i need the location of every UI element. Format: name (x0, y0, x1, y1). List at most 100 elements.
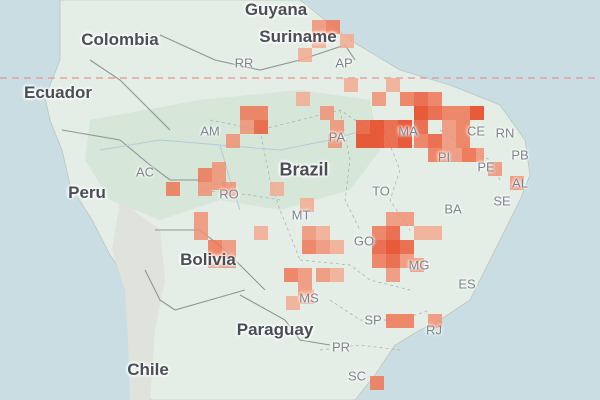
heatmap-cell (198, 168, 212, 182)
heatmap-cell (222, 254, 236, 268)
state-label-ap: AP (335, 55, 353, 71)
heatmap-cell (194, 212, 208, 226)
heatmap-cell (414, 120, 428, 134)
heatmap-cell (208, 240, 222, 254)
country-label-guyana: Guyana (244, 0, 308, 19)
heatmap-cell (386, 226, 400, 240)
heatmap-cell (254, 226, 268, 240)
state-label-pe: PE (477, 159, 495, 175)
andes-relief (112, 200, 165, 400)
heatmap-cell (442, 148, 456, 162)
state-label-sp: SP (364, 312, 382, 328)
heatmap-cell (356, 120, 370, 134)
heatmap-cell (428, 134, 442, 148)
heatmap-cell (330, 240, 344, 254)
heatmap-cell (428, 92, 442, 106)
state-label-rn: RN (495, 125, 515, 141)
state-label-go: GO (353, 233, 375, 249)
state-label-ma: MA (398, 123, 418, 139)
heatmap-cell (386, 212, 400, 226)
heatmap-cell (316, 268, 330, 282)
heatmap-cell (442, 120, 456, 134)
country-label-bolivia: Bolivia (180, 250, 236, 269)
heatmap-cell (298, 268, 312, 282)
heatmap-cell (254, 106, 268, 120)
heatmap-cell (386, 314, 400, 328)
state-label-ce: CE (466, 123, 486, 139)
heatmap-cell (226, 134, 240, 148)
heatmap-cell (386, 240, 400, 254)
heatmap-cell (410, 258, 424, 272)
heatmap-cell (240, 120, 254, 134)
heatmap-cell (488, 162, 502, 176)
heatmap-cell (270, 182, 284, 196)
heatmap-cell (370, 376, 384, 390)
state-label-mt: MT (291, 207, 311, 223)
heatmap-cell (208, 254, 222, 268)
heatmap-cell (330, 268, 344, 282)
heatmap-cell (414, 106, 428, 120)
country-label-suriname: Suriname (259, 27, 337, 46)
state-label-pa: PA (328, 129, 346, 145)
heatmap-cell (400, 314, 414, 328)
heatmap-cell (414, 92, 428, 106)
heatmap-cell (428, 106, 442, 120)
heatmap-cell (428, 314, 442, 328)
heatmap-cell (312, 34, 326, 48)
heatmap-cell (316, 240, 330, 254)
heatmap-cell (372, 254, 386, 268)
heatmap-cell (442, 106, 456, 120)
state-label-am: AM (200, 123, 220, 139)
country-label-peru: Peru (68, 183, 106, 202)
heatmap-cell (194, 226, 208, 240)
heatmap-cell (166, 182, 180, 196)
state-label-pb: PB (511, 147, 529, 163)
state-label-sc: SC (347, 368, 367, 384)
heatmap-cell (356, 134, 370, 148)
heatmap-cell (386, 254, 400, 268)
state-label-mg: MG (408, 257, 430, 273)
heatmap-cell (326, 20, 340, 34)
heatmap-cell (340, 34, 354, 48)
heatmap-cell (372, 226, 386, 240)
heatmap-cell (300, 290, 314, 304)
heatmap-cell (462, 148, 476, 162)
state-label-rr: RR (234, 55, 254, 71)
heatmap-cell (372, 240, 386, 254)
heatmap-cell (316, 226, 330, 240)
heatmap-cell (414, 226, 428, 240)
heatmap-cell (222, 240, 236, 254)
heatmap-layer (166, 20, 524, 390)
heatmap-cell (400, 92, 414, 106)
heatmap-cell (284, 268, 298, 282)
heatmap-cell (428, 148, 442, 162)
state-label-ba: BA (444, 201, 462, 217)
heatmap-cell (456, 106, 470, 120)
country-label-colombia: Colombia (81, 30, 159, 49)
heatmap-cell (370, 134, 384, 148)
heatmap-cell (344, 78, 358, 92)
heatmap-cell (398, 134, 412, 148)
state-label-es: ES (458, 276, 476, 292)
heatmap-cell (328, 134, 342, 148)
state-label-pr: PR (331, 339, 351, 355)
heatmap-cell (442, 134, 456, 148)
country-label-ecuador: Ecuador (23, 83, 93, 102)
heatmap-cell (302, 240, 316, 254)
amazon-forest-area (85, 90, 380, 220)
heatmap-cell (414, 134, 428, 148)
state-label-al: AL (512, 175, 528, 191)
heatmap-cell (286, 296, 300, 310)
country-label-brazil: Brazil (279, 159, 329, 180)
heatmap-cell (428, 226, 442, 240)
heatmap-cell (198, 182, 212, 196)
state-label-rj: RJ (426, 322, 442, 338)
heatmap-cell (298, 48, 312, 62)
heatmap-cell (240, 106, 254, 120)
heatmap-cell (386, 78, 400, 92)
state-label-pi: PI (437, 149, 451, 165)
state-label-ms: MS (299, 290, 319, 306)
heatmap-cell (372, 92, 386, 106)
